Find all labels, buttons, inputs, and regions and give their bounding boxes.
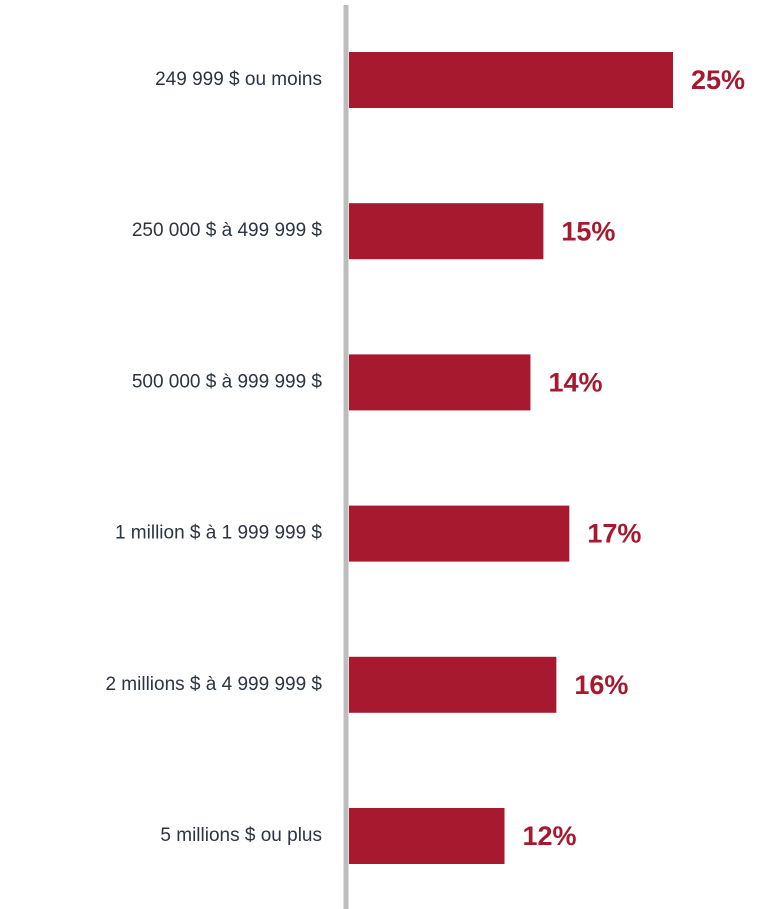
category-label: 249 999 $ ou moins [155,69,322,90]
value-label: 15% [561,216,615,246]
value-label: 12% [523,821,577,851]
bar [349,656,557,713]
bar [349,808,505,864]
category-label: 5 millions $ ou plus [160,825,322,846]
category-label: 1 million $ à 1 999 999 $ [115,523,322,544]
value-label: 17% [587,519,641,549]
bar [349,354,531,411]
value-label: 14% [548,368,602,398]
value-label: 16% [574,670,628,700]
bar [349,505,570,562]
category-label: 2 millions $ à 4 999 999 $ [105,674,322,695]
value-label: 25% [691,65,745,95]
category-label: 250 000 $ à 499 999 $ [132,220,323,241]
bar [349,203,544,260]
bar [349,52,673,108]
category-label: 500 000 $ à 999 999 $ [132,371,323,392]
